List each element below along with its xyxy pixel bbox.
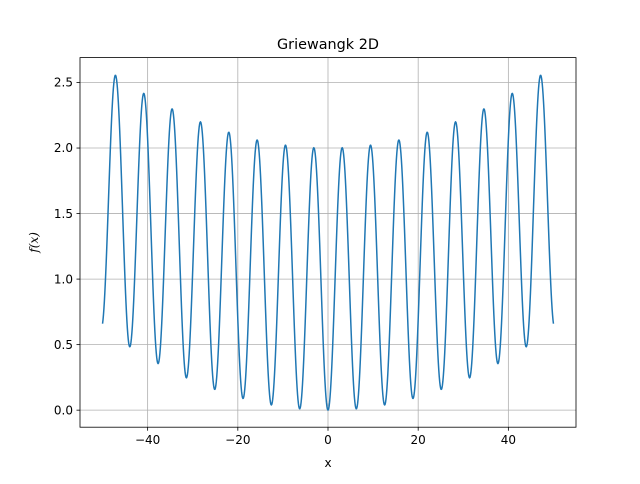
y-tick-label: 1.0 xyxy=(54,272,73,286)
x-axis-label: x xyxy=(324,456,331,470)
y-tick-label: 2.5 xyxy=(54,76,73,90)
x-tick-label: 0 xyxy=(324,433,332,447)
y-tick-label: 0.5 xyxy=(54,338,73,352)
plot-area xyxy=(101,74,555,411)
y-tick-label: 2.0 xyxy=(54,141,73,155)
series-line xyxy=(101,74,555,411)
y-tick-label: 1.5 xyxy=(54,207,73,221)
y-axis-label: f(x) xyxy=(27,232,41,254)
chart-title: Griewangk 2D xyxy=(277,37,379,53)
x-tick-label: 40 xyxy=(501,433,516,447)
grid-lines xyxy=(80,57,576,428)
x-tick-label: −20 xyxy=(225,433,250,447)
y-axis-ticks: 0.0 0.5 1.0 1.5 2.0 2.5 xyxy=(54,76,80,417)
y-tick-label: 0.0 xyxy=(54,403,73,417)
x-axis-ticks: −40 −20 0 20 40 xyxy=(135,427,516,447)
x-tick-label: −40 xyxy=(135,433,160,447)
x-tick-label: 20 xyxy=(411,433,426,447)
